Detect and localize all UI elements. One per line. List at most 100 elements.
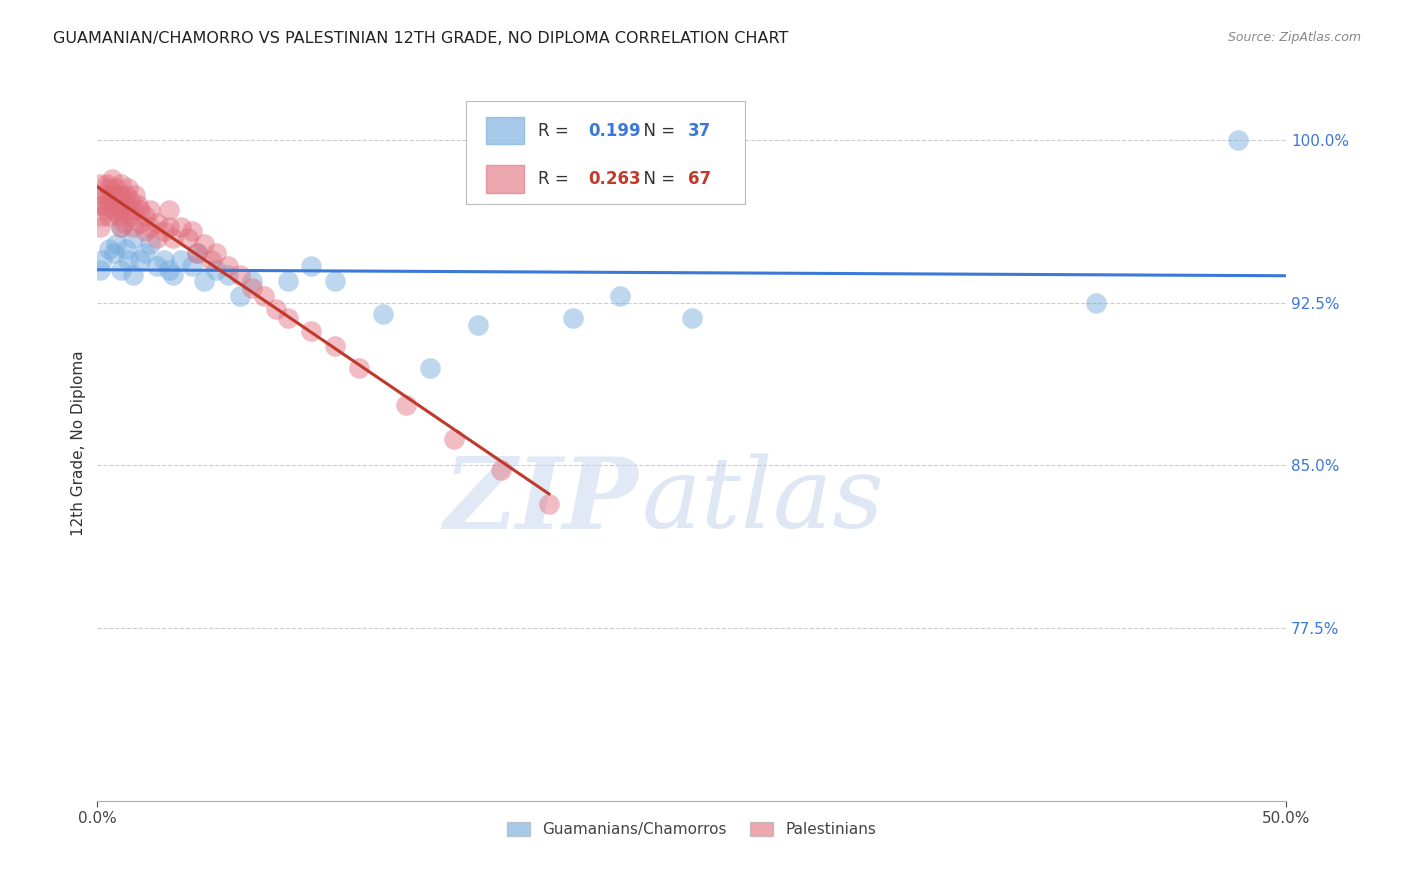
Point (127, 198, 149, 212)
Point (157, 202, 180, 217)
Point (138, 237, 160, 252)
Point (110, 187, 132, 202)
Point (110, 263, 132, 277)
Point (229, 289, 252, 303)
Point (129, 216, 152, 230)
FancyBboxPatch shape (465, 101, 745, 204)
Point (96, 187, 118, 202)
Point (491, 462, 513, 476)
Point (253, 289, 276, 303)
Point (193, 237, 215, 252)
Point (443, 432, 465, 446)
Text: N =: N = (634, 170, 681, 188)
Point (681, 311, 703, 326)
Point (120, 194, 142, 208)
Point (122, 220, 145, 235)
Point (193, 274, 215, 288)
Point (277, 274, 299, 288)
Point (277, 311, 299, 326)
Point (299, 259, 322, 273)
Text: 67: 67 (688, 170, 711, 188)
Point (537, 497, 560, 511)
Point (153, 224, 176, 238)
Point (1227, 134, 1250, 148)
Point (138, 202, 160, 217)
Point (186, 246, 208, 260)
Point (395, 398, 418, 412)
Point (162, 231, 184, 245)
Point (181, 259, 204, 273)
Point (103, 187, 125, 202)
Point (107, 209, 129, 223)
Point (91, 252, 114, 267)
Point (157, 220, 180, 235)
Point (134, 246, 156, 260)
Text: N =: N = (634, 121, 681, 140)
Point (153, 252, 176, 267)
Point (129, 252, 152, 267)
Point (105, 237, 128, 252)
Y-axis label: 12th Grade, No Diploma: 12th Grade, No Diploma (72, 351, 86, 536)
Point (89, 220, 111, 235)
Text: Source: ZipAtlas.com: Source: ZipAtlas.com (1227, 31, 1361, 45)
Point (112, 216, 135, 230)
Point (609, 289, 631, 303)
Text: atlas: atlas (641, 453, 884, 549)
Point (146, 231, 169, 245)
Point (134, 224, 156, 238)
Point (98, 242, 121, 256)
Point (264, 302, 287, 317)
Point (103, 246, 125, 260)
Point (176, 231, 198, 245)
Point (129, 202, 152, 217)
Point (323, 274, 346, 288)
Point (91, 187, 114, 202)
Text: 0.199: 0.199 (588, 121, 641, 140)
Text: GUAMANIAN/CHAMORRO VS PALESTINIAN 12TH GRADE, NO DIPLOMA CORRELATION CHART: GUAMANIAN/CHAMORRO VS PALESTINIAN 12TH G… (53, 31, 789, 46)
Point (323, 339, 346, 353)
Point (117, 252, 139, 267)
Point (98, 194, 121, 208)
Point (419, 360, 441, 375)
Point (371, 307, 394, 321)
Point (146, 259, 169, 273)
Text: R =: R = (538, 121, 574, 140)
Point (561, 311, 583, 326)
Point (169, 220, 191, 235)
Point (100, 187, 122, 202)
Point (205, 263, 228, 277)
Point (110, 220, 132, 235)
Point (93, 198, 115, 212)
Point (89, 263, 111, 277)
Point (157, 263, 180, 277)
Point (169, 252, 191, 267)
Point (229, 268, 252, 282)
Point (117, 198, 139, 212)
Point (89, 177, 111, 191)
Point (110, 202, 132, 217)
Point (162, 268, 184, 282)
Point (110, 220, 132, 235)
Point (122, 268, 145, 282)
Point (138, 220, 160, 235)
Point (120, 209, 142, 223)
Point (96, 202, 118, 217)
Point (105, 198, 128, 212)
Point (146, 216, 169, 230)
Bar (486, 165, 524, 193)
Point (115, 202, 138, 217)
Point (91, 209, 114, 223)
Point (240, 281, 263, 295)
Point (181, 224, 204, 238)
Point (96, 177, 118, 191)
Point (117, 181, 139, 195)
Point (122, 231, 145, 245)
Point (217, 268, 239, 282)
Point (122, 202, 145, 217)
Point (89, 198, 111, 212)
Text: 0.263: 0.263 (588, 170, 641, 188)
Text: R =: R = (538, 170, 574, 188)
Point (200, 252, 222, 267)
Point (100, 172, 122, 186)
Bar (486, 117, 524, 145)
